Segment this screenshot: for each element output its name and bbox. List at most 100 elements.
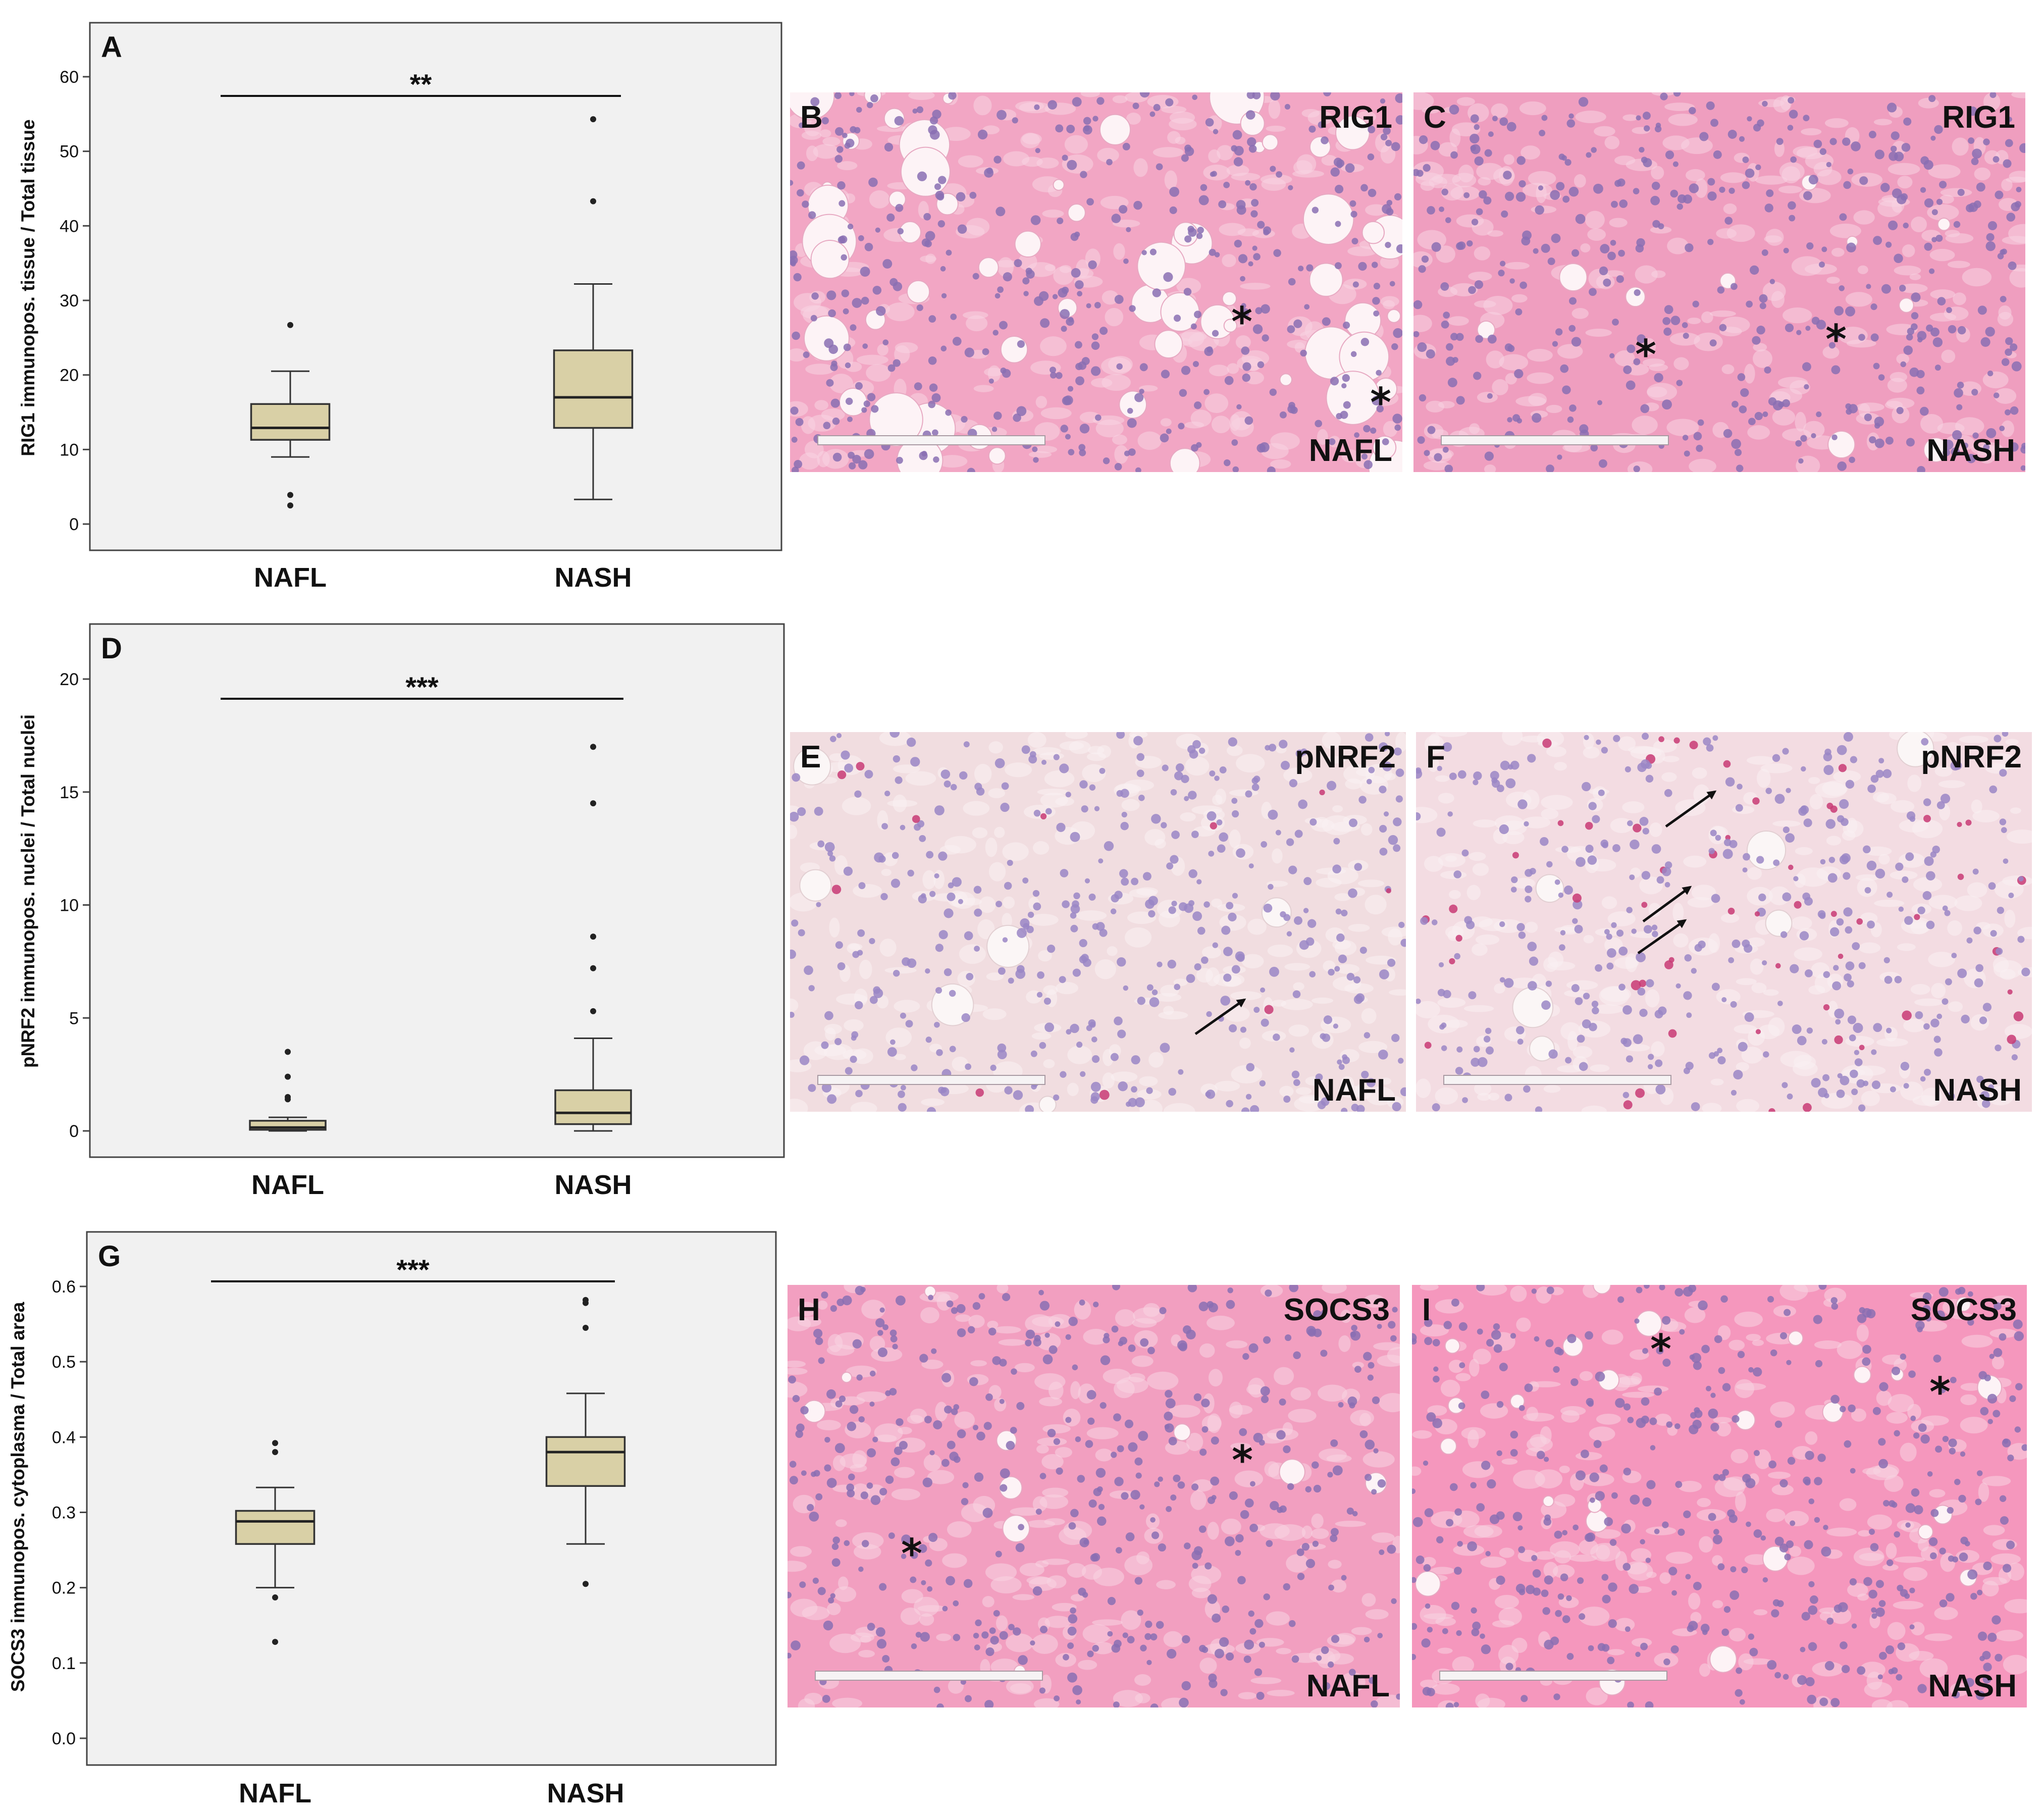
asterisk-marker: * bbox=[1635, 331, 1656, 378]
category-label: NAFL bbox=[254, 562, 327, 593]
y-tick-label: 0.3 bbox=[52, 1504, 76, 1523]
plot-area bbox=[89, 22, 782, 551]
iqr-box bbox=[553, 349, 634, 429]
outlier-point bbox=[590, 744, 596, 750]
scale-bar bbox=[817, 1075, 1045, 1085]
panel-letter: D bbox=[101, 632, 122, 665]
y-tick-label: 30 bbox=[60, 291, 79, 310]
category-label: NAFL bbox=[239, 1778, 311, 1808]
outlier-point bbox=[272, 1449, 278, 1456]
scale-bar bbox=[1439, 1671, 1667, 1681]
marker-label: SOCS3 bbox=[1284, 1292, 1390, 1327]
y-tick-label: 0.0 bbox=[52, 1729, 76, 1748]
arrow-marker bbox=[1637, 919, 1687, 955]
micrograph-I: * * I SOCS3 NASH bbox=[1412, 1285, 2027, 1707]
marker-label: SOCS3 bbox=[1911, 1292, 2017, 1327]
boxplot-panel-A: 0 10 20 30 40 50 60 RIG1 immunopos. tissue / To… bbox=[18, 22, 782, 593]
micrograph-C: * * C RIG1 NASH bbox=[1413, 92, 2025, 472]
asterisk-marker: * bbox=[901, 1530, 922, 1577]
outlier-point bbox=[272, 1440, 278, 1446]
panel-letter: H bbox=[798, 1292, 820, 1327]
panel-letter: E bbox=[800, 740, 821, 774]
outlier-point bbox=[590, 1008, 596, 1014]
y-axis-label: RIG1 immunopos. tissue / Total tissue bbox=[18, 119, 38, 456]
box-nafl bbox=[249, 1049, 327, 1132]
y-tick-label: 0 bbox=[69, 515, 79, 534]
group-label: NASH bbox=[1926, 433, 2015, 468]
y-axis-label: pNRF2 immunopos. nuclei / Total nuclei bbox=[18, 714, 38, 1068]
y-tick-label: 0.1 bbox=[52, 1654, 76, 1673]
iqr-box bbox=[250, 403, 331, 441]
panel-letter: I bbox=[1422, 1292, 1431, 1327]
micrograph-H: * * H SOCS3 NAFL bbox=[788, 1285, 1400, 1707]
box-nafl bbox=[235, 1440, 316, 1645]
y-tick-label: 50 bbox=[60, 142, 79, 162]
micrograph-B: * * B RIG1 NAFL bbox=[790, 92, 1402, 472]
y-tick-label: 60 bbox=[60, 68, 79, 87]
outlier-point bbox=[287, 322, 293, 328]
outlier-point bbox=[590, 116, 596, 123]
panel-letter: G bbox=[98, 1240, 121, 1273]
marker-label: pNRF2 bbox=[1295, 740, 1396, 774]
outlier-point bbox=[590, 934, 596, 940]
significance-stars: ** bbox=[410, 68, 432, 100]
outlier-point bbox=[285, 1094, 291, 1100]
outlier-point bbox=[287, 502, 293, 509]
outlier-point bbox=[583, 1325, 589, 1331]
y-axis-label: SOCS3 immunopos. cytoplasma / Total area bbox=[8, 1302, 28, 1692]
outlier-point bbox=[590, 965, 596, 971]
outlier-point bbox=[285, 1073, 291, 1080]
outlier-point bbox=[590, 800, 596, 807]
category-label: NASH bbox=[554, 562, 632, 593]
scale-bar bbox=[1441, 435, 1669, 445]
asterisk-marker: * bbox=[1929, 1369, 1951, 1416]
scale-bar bbox=[817, 435, 1045, 445]
significance-stars: *** bbox=[396, 1254, 430, 1285]
outlier-point bbox=[590, 198, 596, 204]
outlier-point bbox=[583, 1297, 589, 1303]
arrow-marker bbox=[1194, 998, 1246, 1035]
asterisk-marker: * bbox=[1232, 1437, 1253, 1484]
scale-bar bbox=[1443, 1075, 1671, 1085]
y-tick-label: 0.6 bbox=[52, 1277, 76, 1297]
group-label: NAFL bbox=[1306, 1669, 1390, 1703]
asterisk-marker: * bbox=[1650, 1326, 1671, 1373]
plot-area bbox=[89, 623, 785, 1158]
group-label: NASH bbox=[1928, 1669, 2017, 1703]
y-tick-label: 20 bbox=[60, 366, 79, 385]
group-label: NAFL bbox=[1313, 1073, 1396, 1108]
boxplot-panel-G: 0.0 0.1 0.2 0.3 0.4 0.5 0.6 SOCS3 immunopos. cy… bbox=[8, 1231, 777, 1808]
plot-area bbox=[86, 1231, 777, 1766]
asterisk-marker: * bbox=[1231, 298, 1252, 345]
outlier-point bbox=[272, 1639, 278, 1645]
marker-label: RIG1 bbox=[1319, 100, 1392, 135]
panel-letter: A bbox=[101, 31, 122, 64]
category-label: NASH bbox=[554, 1170, 632, 1200]
box-nafl bbox=[250, 322, 331, 509]
iqr-box bbox=[554, 1089, 632, 1125]
outlier-point bbox=[272, 1594, 278, 1601]
y-tick-label: 0.5 bbox=[52, 1353, 76, 1372]
arrow-marker bbox=[1665, 790, 1717, 828]
category-label: NAFL bbox=[251, 1170, 324, 1200]
box-nash bbox=[545, 1297, 626, 1587]
panel-letter: F bbox=[1426, 740, 1445, 774]
box-nash bbox=[554, 744, 632, 1132]
boxplot-panel-D: 0 5 10 15 20 pNRF2 immunopos. nuclei / Total … bbox=[18, 623, 785, 1200]
arrow-marker bbox=[1642, 886, 1692, 923]
marker-label: pNRF2 bbox=[1921, 740, 2022, 774]
y-tick-label: 15 bbox=[60, 783, 79, 802]
panel-letter: C bbox=[1424, 100, 1446, 135]
iqr-box bbox=[545, 1436, 626, 1487]
tissue-background bbox=[1412, 1285, 2027, 1707]
group-label: NASH bbox=[1933, 1073, 2022, 1108]
category-label: NASH bbox=[547, 1778, 624, 1808]
group-label: NAFL bbox=[1309, 433, 1392, 468]
y-tick-label: 20 bbox=[60, 670, 79, 689]
panel-letter: B bbox=[800, 100, 823, 135]
y-tick-label: 0.4 bbox=[52, 1428, 76, 1447]
y-tick-label: 10 bbox=[60, 896, 79, 915]
